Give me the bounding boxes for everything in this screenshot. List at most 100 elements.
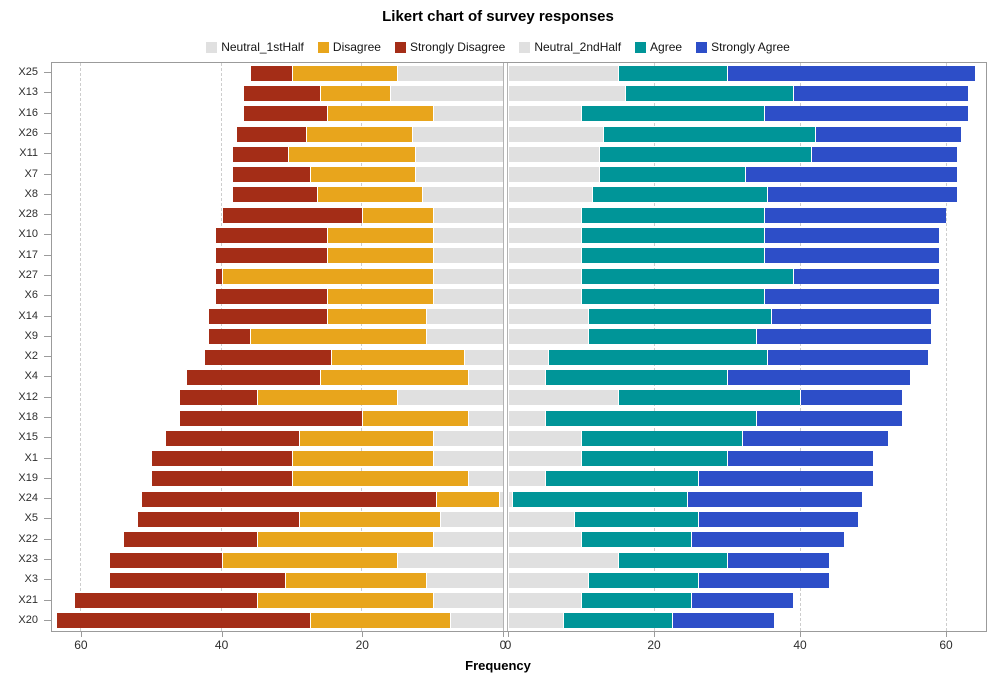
bar-X27-neutral-1sthalf <box>432 268 503 284</box>
bar-X24-strongly-disagree <box>140 491 437 507</box>
legend-label: Strongly Agree <box>711 40 790 54</box>
y-axis-label-x7: X7 <box>24 167 38 180</box>
y-tick <box>44 356 51 358</box>
y-axis-label-x22: X22 <box>18 532 38 545</box>
bar-X5-disagree <box>299 511 440 527</box>
bar-X5-strongly-agree <box>697 511 859 527</box>
gridline-right-20 <box>654 63 655 631</box>
bar-X21-strongly-agree <box>690 593 793 609</box>
y-tick <box>44 457 51 459</box>
bar-X18-strongly-agree <box>756 410 903 426</box>
y-tick <box>44 92 51 94</box>
bar-X20-agree <box>562 613 673 629</box>
bar-X7-agree <box>599 167 746 183</box>
bar-X11-neutral-2ndhalf <box>508 146 600 162</box>
bar-X22-strongly-disagree <box>123 532 257 548</box>
bar-X23-neutral-2ndhalf <box>508 552 618 568</box>
y-axis-label-x4: X4 <box>24 370 38 383</box>
bar-X1-agree <box>581 451 727 467</box>
legend-label: Neutral_2ndHalf <box>534 40 622 54</box>
bar-X4-neutral-1sthalf <box>467 369 503 385</box>
bar-X24-neutral-1sthalf <box>499 491 503 507</box>
bar-X1-disagree <box>291 451 433 467</box>
bar-X15-neutral-2ndhalf <box>508 430 581 446</box>
bar-X16-neutral-2ndhalf <box>508 106 581 122</box>
legend-label: Agree <box>650 40 683 54</box>
x-tick-right-0-label: 0 <box>504 638 512 652</box>
bar-X16-disagree <box>327 106 433 122</box>
bar-X21-strongly-disagree <box>73 593 257 609</box>
gridline-left-60 <box>79 63 81 631</box>
bar-X19-disagree <box>291 471 468 487</box>
bar-X11-strongly-disagree <box>232 146 289 162</box>
y-axis-label-x24: X24 <box>18 492 38 505</box>
bar-X21-neutral-2ndhalf <box>508 593 581 609</box>
y-tick <box>44 396 51 398</box>
bar-X13-strongly-agree <box>792 85 968 101</box>
x-tick-left-60-label: 60 <box>74 638 88 652</box>
y-tick <box>44 538 51 540</box>
bar-X22-agree <box>581 532 691 548</box>
y-tick <box>44 619 51 621</box>
y-axis-label-x12: X12 <box>18 390 38 403</box>
y-axis-label-x8: X8 <box>24 187 38 200</box>
bar-X16-strongly-disagree <box>242 106 328 122</box>
legend-swatch <box>519 41 531 53</box>
bar-X7-neutral-2ndhalf <box>508 167 600 183</box>
y-tick <box>44 72 51 74</box>
x-tick-right-40-label: 40 <box>793 638 807 652</box>
y-tick <box>44 477 51 479</box>
bar-X8-agree <box>591 187 768 203</box>
bar-X10-strongly-agree <box>763 227 939 243</box>
legend-swatch <box>206 41 218 53</box>
bar-X20-disagree <box>309 613 451 629</box>
bar-X23-strongly-disagree <box>109 552 222 568</box>
bar-X8-neutral-2ndhalf <box>508 187 592 203</box>
bar-X11-neutral-1sthalf <box>415 146 503 162</box>
bar-X17-strongly-disagree <box>214 248 328 264</box>
bar-X4-agree <box>544 369 727 385</box>
y-tick <box>44 112 51 114</box>
bar-X16-neutral-1sthalf <box>432 106 503 122</box>
bar-X17-neutral-2ndhalf <box>508 248 581 264</box>
bar-X15-agree <box>581 430 742 446</box>
x-tick-right-60-mark <box>946 632 947 637</box>
bar-X21-agree <box>581 593 691 609</box>
bar-X6-strongly-agree <box>763 288 939 304</box>
bar-X7-strongly-disagree <box>232 167 310 183</box>
bar-X23-disagree <box>221 552 398 568</box>
chart-title: Likert chart of survey responses <box>382 8 614 25</box>
bar-X25-neutral-2ndhalf <box>508 65 618 81</box>
y-axis-label-x19: X19 <box>18 471 38 484</box>
bar-X25-agree <box>617 65 727 81</box>
bar-X3-disagree <box>284 572 426 588</box>
bar-X10-neutral-1sthalf <box>432 227 503 243</box>
bar-X11-disagree <box>288 146 416 162</box>
bar-X28-disagree <box>362 207 433 223</box>
y-axis: X25 X13 X16 X26 X11 X7 X8 X28 X10 X17 X27 X6 X14 X9 X2… <box>0 62 51 630</box>
bar-X17-neutral-1sthalf <box>432 248 503 264</box>
y-axis-label-x18: X18 <box>18 411 38 423</box>
bar-X22-neutral-2ndhalf <box>508 532 581 548</box>
bar-X28-strongly-disagree <box>221 207 363 223</box>
bar-X13-neutral-2ndhalf <box>508 85 625 101</box>
bar-X14-strongly-agree <box>770 309 932 325</box>
y-axis-label-x6: X6 <box>24 289 38 302</box>
bar-X18-disagree <box>362 410 468 426</box>
bar-X10-disagree <box>327 227 433 243</box>
bar-X27-disagree <box>221 268 433 284</box>
bar-X24-strongly-agree <box>686 491 863 507</box>
x-tick-left-0-label: 0 <box>499 638 507 652</box>
x-tick-left-20-mark <box>362 632 364 637</box>
y-tick <box>44 376 51 378</box>
y-axis-label-x17: X17 <box>18 248 38 261</box>
legend-label: Strongly Disagree <box>409 40 506 54</box>
bar-X6-strongly-disagree <box>214 288 328 304</box>
bar-X26-strongly-disagree <box>235 126 307 142</box>
x-tick-left-20-label: 20 <box>355 638 369 652</box>
x-tick-right-20-label: 20 <box>647 638 661 652</box>
panel-separator <box>503 63 508 631</box>
y-axis-label-x13: X13 <box>18 86 38 99</box>
bar-X26-neutral-1sthalf <box>411 126 503 142</box>
bar-X9-neutral-1sthalf <box>425 329 503 345</box>
